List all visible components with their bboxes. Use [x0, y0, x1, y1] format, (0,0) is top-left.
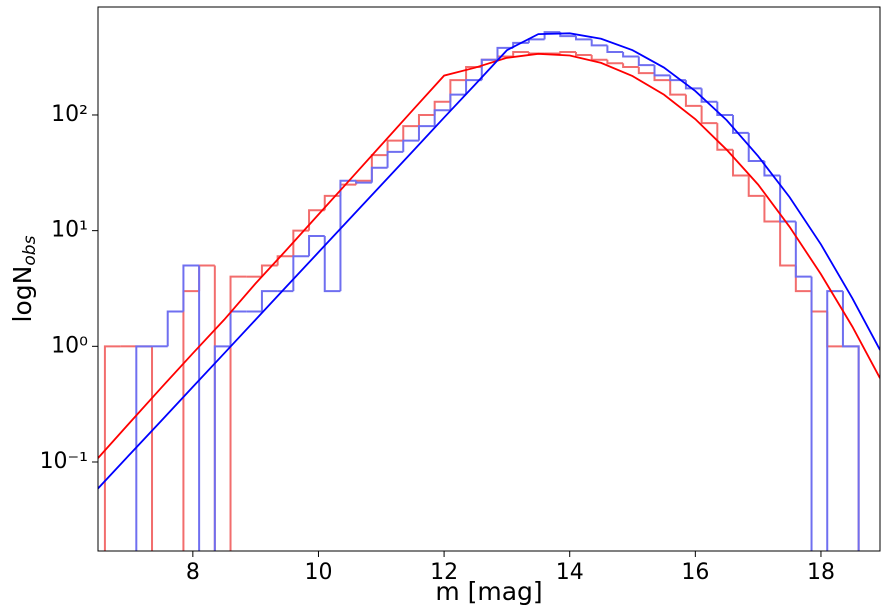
histogram-bin — [684, 80, 702, 90]
histogram-bin — [198, 265, 201, 551]
histogram-bin — [449, 93, 467, 111]
histogram-bin — [669, 80, 686, 96]
histogram-bin — [402, 139, 419, 152]
histogram-bin — [103, 345, 121, 551]
histogram-bin — [700, 105, 718, 125]
histogram-bin — [323, 235, 341, 293]
histogram-bin — [308, 209, 325, 231]
fit-curve — [98, 32, 880, 490]
histogram-bin — [292, 255, 310, 292]
y-tick-label: 10² — [51, 102, 88, 127]
histogram-bin — [779, 175, 796, 223]
histogram-bin — [842, 345, 860, 551]
histogram-bin — [732, 114, 749, 134]
histogram-bin — [763, 195, 781, 223]
histogram-bin — [182, 264, 200, 312]
histogram-bin — [794, 265, 812, 293]
histogram-bin — [449, 79, 467, 102]
histogram-bin — [433, 109, 451, 127]
histogram-bin — [747, 132, 765, 163]
y-tick-label: 10¹ — [51, 218, 88, 243]
histogram-bin — [810, 291, 828, 313]
histogram-bin — [559, 51, 576, 54]
y-axis-label-main: logN — [8, 266, 37, 323]
plot-area — [98, 31, 880, 551]
histogram-bin — [841, 291, 860, 551]
histogram-bin — [622, 63, 639, 68]
histogram-bin — [465, 79, 482, 95]
y-tick-label: 10⁰ — [51, 333, 88, 358]
histogram-bin — [480, 58, 498, 81]
histogram-bin — [355, 180, 372, 184]
histogram-bin — [590, 54, 608, 61]
histogram-bin — [637, 66, 655, 75]
fit-curve — [98, 52, 880, 459]
histogram-bin — [794, 221, 812, 278]
histogram-bin — [574, 36, 592, 41]
histogram-bin — [716, 101, 734, 116]
histogram-bin — [716, 123, 734, 151]
histogram-bin — [606, 59, 624, 65]
x-axis-label: m [mag] — [435, 577, 542, 606]
histogram-bin — [606, 45, 624, 54]
histogram-bin — [574, 52, 592, 56]
x-tick-label: 8 — [186, 560, 200, 585]
histogram-bin — [260, 290, 278, 312]
histogram-bin — [370, 166, 388, 183]
histogram-bin — [135, 345, 153, 551]
histogram-bin — [684, 94, 702, 107]
histogram-bin — [653, 65, 671, 77]
y-axis-label: logNobs — [8, 235, 40, 322]
histogram-bin — [810, 276, 813, 551]
histogram-bin — [276, 255, 294, 266]
histogram-bin — [826, 290, 843, 551]
histogram-bin — [496, 46, 514, 60]
histogram-bin — [543, 31, 561, 40]
histogram-bin — [653, 73, 671, 82]
histogram-bin — [747, 175, 765, 197]
histogram-bin — [339, 179, 357, 292]
histogram-bin — [308, 234, 325, 257]
axes-frame — [97, 6, 881, 552]
histogram-bin — [198, 264, 215, 292]
x-tick-label: 16 — [681, 560, 709, 585]
y-axis-label-sub: obs — [20, 235, 40, 265]
histogram-bin — [402, 125, 419, 141]
x-tick-label: 12 — [430, 560, 458, 585]
histogram-bin — [732, 149, 749, 177]
histogram-bin — [700, 88, 718, 103]
histogram-bin — [417, 125, 435, 141]
histogram-bin — [166, 310, 184, 347]
histogram-bin — [512, 51, 529, 57]
histogram-bin — [151, 346, 154, 551]
histogram-bin — [386, 139, 404, 156]
x-tick-label: 14 — [556, 560, 584, 585]
y-tick-label: 10⁻¹ — [40, 449, 88, 474]
x-tick-label: 10 — [304, 560, 332, 585]
histogram-bin — [386, 150, 404, 168]
histogram-bin — [527, 38, 545, 43]
histogram-bin — [213, 265, 216, 551]
histogram-bin — [182, 290, 200, 551]
histogram-bin — [213, 345, 231, 551]
histogram-bin — [229, 275, 247, 551]
histogram-bin — [417, 113, 435, 127]
histogram-bin — [229, 310, 247, 347]
x-tick-label: 18 — [807, 560, 835, 585]
histogram-bin — [622, 52, 639, 58]
histogram-bin — [779, 221, 796, 267]
histogram-bin — [637, 56, 655, 67]
histogram-bin — [826, 311, 843, 348]
histogram-bin — [590, 39, 608, 47]
